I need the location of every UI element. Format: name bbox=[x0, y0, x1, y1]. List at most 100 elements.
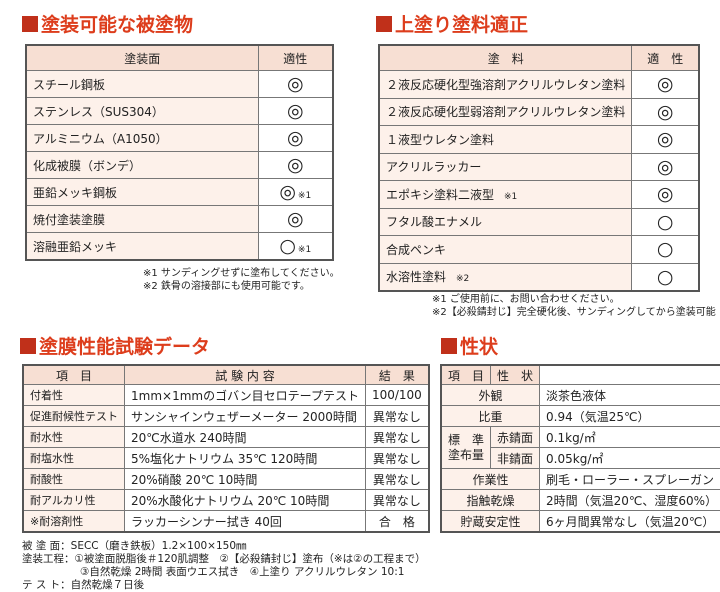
paint-cell: ２液反応硬化型弱溶剤アクリルウレタン塗料 bbox=[378, 97, 633, 126]
property-value: 淡茶色液体 bbox=[539, 384, 720, 406]
table-row: 焼付塗装塗膜 ◎ bbox=[25, 205, 334, 233]
rating-cell: ◎ bbox=[257, 205, 334, 233]
header-cell: 塗装面 bbox=[25, 44, 259, 71]
table-row: ステンレス（SUS304） ◎ bbox=[25, 97, 334, 125]
content-cell: サンシャインウェザーメーター 2000時間 bbox=[124, 405, 366, 427]
header-cell: 項 目 bbox=[440, 364, 492, 385]
note-mark: ※2 bbox=[456, 274, 470, 285]
paint-name: フタル酸エナメル bbox=[386, 215, 483, 230]
surface-cell: 焼付塗装塗膜 bbox=[25, 205, 259, 233]
rating-cell: ◎ bbox=[257, 70, 334, 98]
properties-table: 項 目性 状外観 淡茶色液体 比重 0.94（気温25℃）標 準 塗布量 赤錆面 0.1k… bbox=[440, 364, 720, 533]
table-row: フタル酸エナメル ○ bbox=[378, 207, 700, 236]
rating-cell: ○ bbox=[631, 235, 700, 264]
rating: ◎ bbox=[286, 73, 304, 95]
item-cell: 耐酸性 bbox=[22, 468, 125, 490]
result-cell: 合 格 bbox=[364, 510, 430, 533]
title-text: 性状 bbox=[460, 336, 499, 358]
rating: ◎ bbox=[656, 128, 674, 151]
surface-cell: 化成被膜（ボンデ） bbox=[25, 151, 259, 179]
table-row: アルミニウム（A1050） ◎ bbox=[25, 124, 334, 152]
paint-cell: 水溶性塗料 ※2 bbox=[378, 262, 633, 292]
header-cell: 試 験 内 容 bbox=[124, 364, 366, 385]
result-cell: 100/100 bbox=[364, 384, 430, 406]
item-cell: 促進耐候性テスト bbox=[22, 405, 125, 427]
rating: ○ bbox=[279, 235, 296, 257]
header-cell: 適性 bbox=[257, 44, 334, 71]
rating: ◎ bbox=[286, 208, 304, 230]
note-mark: ※1 bbox=[297, 245, 312, 255]
surface-cell: 溶融亜鉛メッキ bbox=[25, 232, 259, 261]
result-cell: 異常なし bbox=[364, 468, 430, 490]
rating: ◎ bbox=[286, 154, 304, 176]
table-row: 外観 淡茶色液体 bbox=[440, 384, 720, 406]
item-cell: 耐水性 bbox=[22, 426, 125, 448]
test-table: 項 目試 験 内 容結 果付着性 1mm×1mmのゴバン目セロテープテスト 100/… bbox=[22, 364, 430, 533]
rating: ○ bbox=[656, 238, 674, 261]
result-cell: 異常なし bbox=[364, 447, 430, 469]
footnote: ※1 ご使用前に、お問い合わせください。 bbox=[432, 294, 620, 305]
item-cell: 耐アルカリ性 bbox=[22, 489, 125, 511]
rating-cell: ○ ※1 bbox=[257, 232, 334, 261]
surface-cell: ステンレス（SUS304） bbox=[25, 97, 259, 125]
table-row: 作業性 刷毛・ローラー・スプレーガン bbox=[440, 468, 720, 490]
note-mark: ※1 bbox=[297, 191, 312, 201]
rating: ◎ bbox=[279, 181, 296, 203]
table-row: スチール鋼板 ◎ bbox=[25, 70, 334, 98]
result-cell: 異常なし bbox=[364, 426, 430, 448]
content-cell: 5%塩化ナトリウム 35℃ 120時間 bbox=[124, 447, 366, 469]
table-row: ２液反応硬化型強溶剤アクリルウレタン塗料 ◎ bbox=[378, 70, 700, 99]
header-row: 塗 料適 性 bbox=[378, 44, 700, 71]
condition-line: 塗装工程：①被塗面脱脂後＃120肌調整 ②【必殺錆封じ】塗布（※は②の工程まで） bbox=[22, 553, 426, 565]
result-cell: 異常なし bbox=[364, 489, 430, 511]
header-cell: 塗 料 bbox=[378, 44, 633, 71]
section-title: 塗装可能な被塗物 bbox=[22, 10, 193, 37]
title-text: 上塗り塗料適正 bbox=[395, 14, 529, 36]
paint-name: ２液反応硬化型弱溶剤アクリルウレタン塗料 bbox=[386, 105, 626, 120]
rating-cell: ◎ bbox=[631, 70, 700, 99]
condition-line: ③自然乾燥 2時間 表面ウエス拭き ④上塗り アクリルウレタン 10:1 bbox=[80, 566, 405, 578]
property-sublabel: 非錆面 bbox=[490, 447, 541, 469]
table-row: 溶融亜鉛メッキ ○ ※1 bbox=[25, 232, 334, 261]
item-cell: 耐塩水性 bbox=[22, 447, 125, 469]
rating: ◎ bbox=[656, 155, 674, 178]
table-row: 化成被膜（ボンデ） ◎ bbox=[25, 151, 334, 179]
table-row: ２液反応硬化型弱溶剤アクリルウレタン塗料 ◎ bbox=[378, 97, 700, 126]
note-mark: ※1 bbox=[504, 191, 518, 202]
content-cell: ラッカーシンナー拭き 40回 bbox=[124, 510, 366, 533]
table-row: 合成ペンキ ○ bbox=[378, 235, 700, 264]
rating: ◎ bbox=[656, 183, 674, 206]
table-row: 指触乾燥 2時間（気温20℃、湿度60%） bbox=[440, 489, 720, 511]
table-row: 水溶性塗料 ※2 ○ bbox=[378, 262, 700, 292]
paint-name: 合成ペンキ bbox=[386, 242, 447, 257]
table-row: ※耐溶剤性 ラッカーシンナー拭き 40回合 格 bbox=[22, 510, 430, 533]
section-title: 上塗り塗料適正 bbox=[376, 10, 528, 37]
header-cell: 適 性 bbox=[631, 44, 700, 71]
title-marker bbox=[20, 337, 36, 354]
result-cell: 異常なし bbox=[364, 405, 430, 427]
title-marker bbox=[376, 15, 392, 32]
rating-cell: ◎ ※1 bbox=[257, 178, 334, 206]
property-sublabel: 赤錆面 bbox=[490, 426, 541, 448]
content-cell: 20%硝酸 20℃ 10時間 bbox=[124, 468, 366, 490]
header-cell: 項 目 bbox=[22, 364, 125, 385]
table-row: 比重 0.94（気温25℃） bbox=[440, 405, 720, 427]
rating-cell: ◎ bbox=[631, 152, 700, 181]
table-row: 耐アルカリ性 20%水酸化ナトリウム 20℃ 10時間 異常なし bbox=[22, 489, 430, 511]
table-row: 標 準 塗布量 赤錆面 0.1kg/㎡ bbox=[440, 426, 720, 469]
paint-cell: １液型ウレタン塗料 bbox=[378, 125, 633, 154]
item-cell: ※耐溶剤性 bbox=[22, 510, 125, 533]
rating: ○ bbox=[656, 265, 674, 288]
footnote: ※1 サンディングせずに塗布してください。 bbox=[143, 268, 340, 279]
property-label: 貯蔵安定性 bbox=[440, 510, 541, 533]
property-label: 指触乾燥 bbox=[440, 489, 541, 511]
footnote: ※2【必殺錆封じ】完全硬化後、サンディングしてから塗装可能 bbox=[432, 307, 716, 318]
rating-cell: ◎ bbox=[631, 180, 700, 209]
header-cell: 性 状 bbox=[490, 364, 541, 385]
table-row: 貯蔵安定性 6ヶ月間異常なし（気温20℃） bbox=[440, 510, 720, 533]
title-text: 塗膜性能試験データ bbox=[39, 336, 211, 358]
paint-cell: 合成ペンキ bbox=[378, 235, 633, 264]
rating: ◎ bbox=[286, 127, 304, 149]
property-value: 0.05kg/㎡ bbox=[539, 447, 720, 469]
